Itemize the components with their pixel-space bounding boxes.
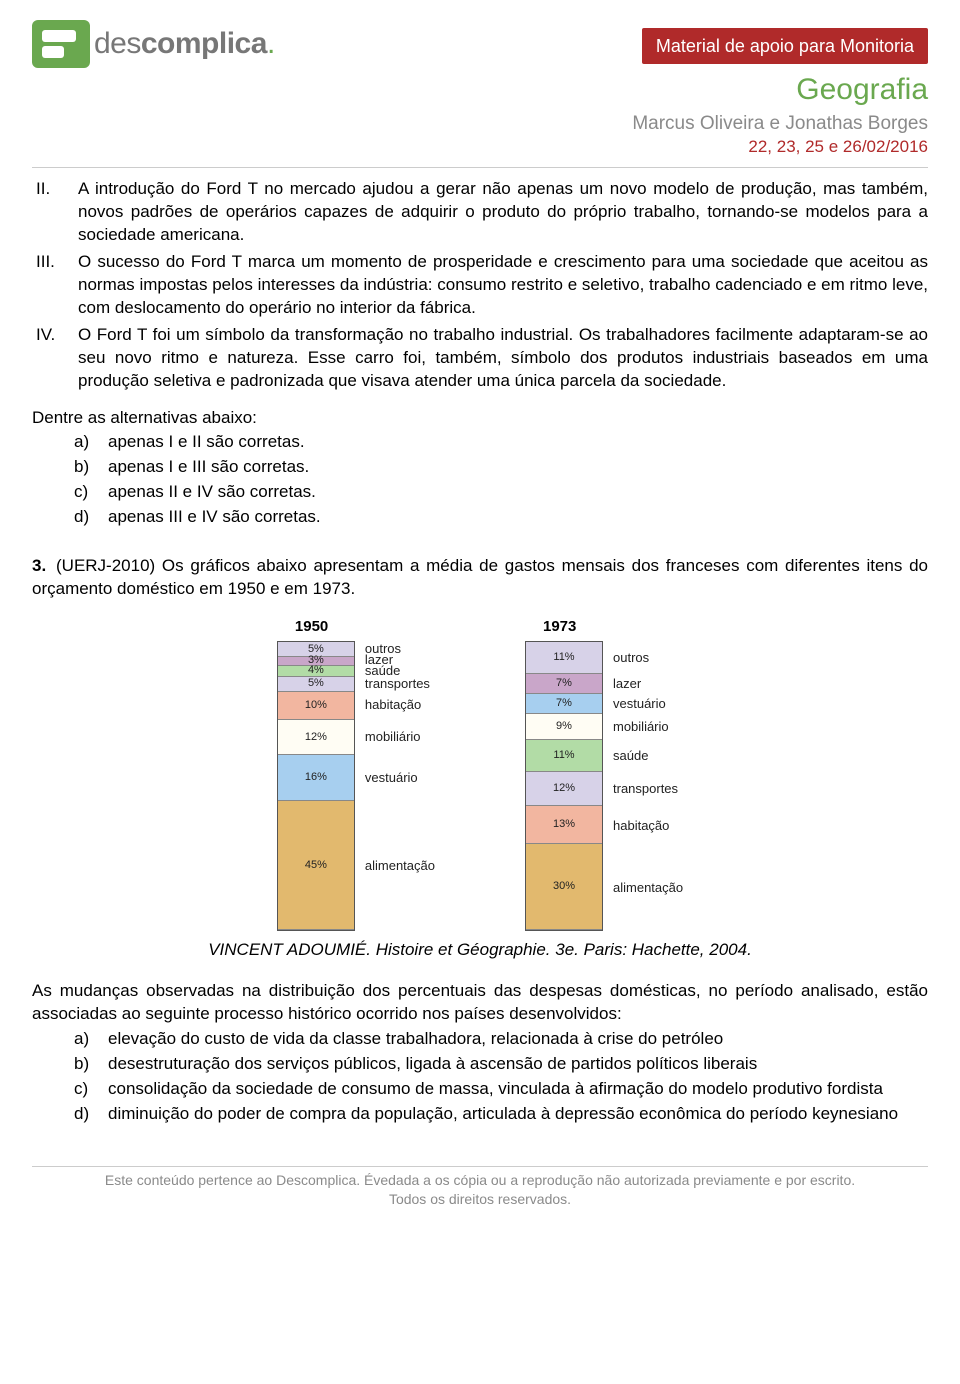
header-divider xyxy=(32,167,928,168)
option-text: apenas II e IV são corretas. xyxy=(108,481,316,504)
option-letter: d) xyxy=(74,1103,98,1126)
chart-title: 1950 xyxy=(295,617,328,637)
option: b) apenas I e III são corretas. xyxy=(74,456,928,479)
question-stem: Dentre as alternativas abaixo: xyxy=(32,407,928,430)
segment-label: vestuário xyxy=(365,754,435,800)
bar-segment: 5% xyxy=(278,677,354,692)
option-letter: a) xyxy=(74,1028,98,1051)
bar-segment: 7% xyxy=(526,674,602,694)
bar-labels: outroslazervestuáriomobiliáriosaúdetrans… xyxy=(613,641,683,931)
segment-label: outros xyxy=(613,641,683,673)
roman-numeral: II. xyxy=(36,178,68,247)
bar-segment: 4% xyxy=(278,666,354,678)
roman-text: A introdução do Ford T no mercado ajudou… xyxy=(78,178,928,247)
authors: Marcus Oliveira e Jonathas Borges xyxy=(32,111,928,137)
option-text: desestruturação dos serviços públicos, l… xyxy=(108,1053,928,1076)
logo-icon xyxy=(32,20,90,68)
segment-label: mobiliário xyxy=(613,714,683,740)
bar-segment: 45% xyxy=(278,801,354,930)
option-letter: b) xyxy=(74,1053,98,1076)
option-text: diminuição do poder de compra da populaç… xyxy=(108,1103,928,1126)
option-text: elevação do custo de vida da classe trab… xyxy=(108,1028,928,1051)
option: a) elevação do custo de vida da classe tr… xyxy=(74,1028,928,1051)
roman-item: IV. O Ford T foi um símbolo da transform… xyxy=(36,324,928,393)
option-letter: c) xyxy=(74,1078,98,1101)
roman-text: O Ford T foi um símbolo da transformação… xyxy=(78,324,928,393)
roman-list: II. A introdução do Ford T no mercado aj… xyxy=(36,178,928,392)
option-text: apenas I e II são corretas. xyxy=(108,431,305,454)
material-badge: Material de apoio para Monitoria xyxy=(642,28,928,64)
option-text: apenas III e IV são corretas. xyxy=(108,506,321,529)
option-letter: b) xyxy=(74,456,98,479)
footer-line-1: Este conteúdo pertence ao Descomplica. É… xyxy=(32,1171,928,1190)
segment-label: transportes xyxy=(365,676,435,691)
bar-segment: 9% xyxy=(526,714,602,740)
logo-text: descomplica. xyxy=(94,24,275,65)
page-header: descomplica. Material de apoio para Moni… xyxy=(32,20,928,159)
bar-segment: 30% xyxy=(526,844,602,930)
option-text: consolidação da sociedade de consumo de … xyxy=(108,1078,928,1101)
question-3: 3.(UERJ-2010) Os gráficos abaixo apresen… xyxy=(32,555,928,601)
footer-line-2: Todos os direitos reservados. xyxy=(32,1190,928,1209)
roman-text: O sucesso do Ford T marca um momento de … xyxy=(78,251,928,320)
option-letter: d) xyxy=(74,506,98,529)
segment-label: habitação xyxy=(365,691,435,720)
bar-segment: 16% xyxy=(278,755,354,801)
bar-segment: 7% xyxy=(526,694,602,714)
alpha-list: a) apenas I e II são corretas. b) apenas I… xyxy=(74,431,928,529)
option: c) apenas II e IV são corretas. xyxy=(74,481,928,504)
question-3-followup: As mudanças observadas na distribuição d… xyxy=(32,980,928,1026)
roman-numeral: III. xyxy=(36,251,68,320)
option: d) diminuição do poder de compra da popul… xyxy=(74,1103,928,1126)
chart-1973: 1973 11%7%7%9%11%12%13%30% outroslazerve… xyxy=(525,617,683,931)
segment-label: transportes xyxy=(613,772,683,807)
option: a) apenas I e II são corretas. xyxy=(74,431,928,454)
question-text: (UERJ-2010) Os gráficos abaixo apresenta… xyxy=(32,556,928,598)
stacked-bar: 5%3%4%5%10%12%16%45% xyxy=(277,641,355,931)
roman-item: III. O sucesso do Ford T marca um moment… xyxy=(36,251,928,320)
segment-label: habitação xyxy=(613,807,683,845)
chart-title: 1973 xyxy=(543,617,576,637)
options-list: a) elevação do custo de vida da classe tr… xyxy=(74,1028,928,1126)
bar-labels: outroslazersaúdetransporteshabitaçãomobi… xyxy=(365,641,435,931)
segment-label: mobiliário xyxy=(365,720,435,755)
bar-segment: 11% xyxy=(526,642,602,674)
bar-segment: 12% xyxy=(278,720,354,755)
roman-item: II. A introdução do Ford T no mercado aj… xyxy=(36,178,928,247)
option: d) apenas III e IV são corretas. xyxy=(74,506,928,529)
bar-segment: 11% xyxy=(526,740,602,772)
bar-segment: 13% xyxy=(526,806,602,843)
option-text: apenas I e III são corretas. xyxy=(108,456,309,479)
segment-label: vestuário xyxy=(613,694,683,714)
bar-segment: 10% xyxy=(278,692,354,721)
option-letter: a) xyxy=(74,431,98,454)
option: c) consolidação da sociedade de consumo d… xyxy=(74,1078,928,1101)
charts-container: 1950 5%3%4%5%10%12%16%45% outroslazersaú… xyxy=(32,617,928,931)
segment-label: saúde xyxy=(613,740,683,772)
question-number: 3. xyxy=(32,555,56,578)
bar-segment: 12% xyxy=(526,772,602,807)
stacked-bar: 11%7%7%9%11%12%13%30% xyxy=(525,641,603,931)
page-footer: Este conteúdo pertence ao Descomplica. É… xyxy=(32,1166,928,1209)
segment-label: lazer xyxy=(613,673,683,693)
chart-1950: 1950 5%3%4%5%10%12%16%45% outroslazersaú… xyxy=(277,617,435,931)
roman-numeral: IV. xyxy=(36,324,68,393)
subject-title: Geografia xyxy=(32,70,928,111)
option: b) desestruturação dos serviços públicos,… xyxy=(74,1053,928,1076)
option-letter: c) xyxy=(74,481,98,504)
chart-source: VINCENT ADOUMIÉ. Histoire et Géographie.… xyxy=(32,939,928,962)
segment-label: alimentação xyxy=(613,844,683,931)
segment-label: alimentação xyxy=(365,801,435,932)
dates: 22, 23, 25 e 26/02/2016 xyxy=(32,136,928,159)
